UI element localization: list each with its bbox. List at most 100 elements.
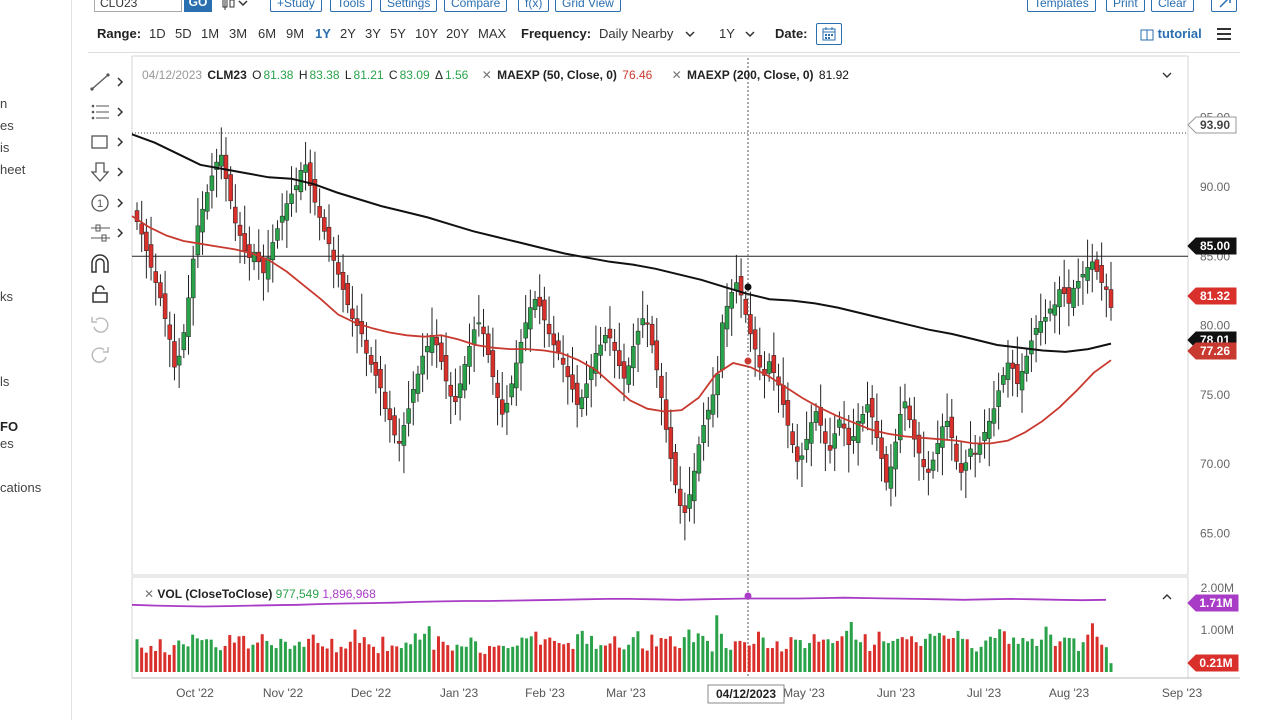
volume-bar[interactable] [297, 641, 301, 672]
candle[interactable] [734, 282, 739, 291]
candle[interactable] [944, 420, 950, 427]
clear-button[interactable]: Clear [1151, 0, 1194, 12]
candle[interactable] [996, 390, 1001, 407]
volume-bar[interactable] [650, 634, 654, 672]
volume-bar[interactable] [557, 643, 561, 672]
candle[interactable] [462, 364, 468, 391]
volume-bar[interactable] [399, 648, 403, 672]
volume-bar[interactable] [603, 645, 607, 672]
volume-bar[interactable] [293, 645, 297, 672]
volume-bar[interactable] [283, 641, 287, 672]
volume-bar[interactable] [251, 644, 255, 672]
volume-bar[interactable] [274, 648, 278, 672]
candle[interactable] [1108, 289, 1114, 308]
remove-volume-icon[interactable]: ✕ [144, 587, 155, 601]
volume-bar[interactable] [1044, 626, 1048, 672]
candle[interactable] [368, 355, 374, 365]
volume-bar[interactable] [687, 629, 691, 672]
volume-bar[interactable] [395, 646, 399, 672]
nav-item[interactable]: es [0, 118, 14, 133]
volume-bar[interactable] [794, 639, 798, 672]
volume-bar[interactable] [1072, 638, 1076, 672]
candle[interactable] [687, 494, 692, 509]
volume-bar[interactable] [140, 647, 144, 672]
candle[interactable] [598, 344, 603, 356]
volume-bar[interactable] [205, 639, 209, 672]
volume-bar[interactable] [163, 652, 167, 672]
volume-bar[interactable] [757, 631, 761, 672]
volume-bar[interactable] [868, 651, 872, 672]
volume-bar[interactable] [590, 635, 594, 672]
candle[interactable] [691, 470, 697, 502]
candle[interactable] [345, 283, 350, 306]
candle[interactable] [888, 466, 894, 489]
candle[interactable] [237, 224, 243, 236]
volume-bar[interactable] [729, 649, 733, 672]
candle[interactable] [954, 443, 959, 462]
templates-button[interactable]: Templates [1027, 0, 1096, 12]
volume-bar[interactable] [1049, 634, 1053, 672]
volume-bar[interactable] [344, 648, 348, 672]
candle[interactable] [677, 488, 683, 506]
candle[interactable] [336, 262, 341, 275]
candle[interactable] [1085, 267, 1090, 281]
candle[interactable] [471, 329, 477, 345]
candle[interactable] [584, 383, 589, 398]
candle[interactable] [392, 415, 397, 436]
period-select[interactable]: 1Y [719, 26, 735, 41]
volume-bar[interactable] [270, 645, 274, 672]
volume-bar[interactable] [265, 640, 269, 672]
volume-bar[interactable] [933, 635, 937, 672]
volume-bar[interactable] [1002, 631, 1006, 672]
candle[interactable] [523, 322, 528, 339]
candle[interactable] [640, 318, 645, 326]
candle[interactable] [448, 384, 453, 397]
candle[interactable] [659, 375, 664, 398]
rect-tool[interactable] [88, 130, 128, 154]
candle[interactable] [279, 215, 285, 223]
candle[interactable] [935, 443, 940, 455]
number-tool[interactable]: 1 [88, 191, 128, 215]
volume-bar[interactable] [511, 646, 515, 672]
candle[interactable] [190, 258, 196, 299]
undo-tool[interactable] [88, 312, 128, 336]
candle[interactable] [153, 271, 158, 283]
volume-bar[interactable] [209, 639, 213, 672]
candle[interactable] [134, 210, 140, 222]
volume-bar[interactable] [654, 646, 658, 672]
candle[interactable] [481, 326, 486, 335]
volume-bar[interactable] [993, 637, 997, 672]
candle[interactable] [476, 322, 482, 325]
candle[interactable] [546, 323, 552, 335]
candle[interactable] [223, 154, 229, 179]
lock-tool[interactable] [88, 282, 128, 306]
candle[interactable] [139, 223, 144, 235]
volume-bar[interactable] [896, 638, 900, 672]
candle[interactable] [1052, 304, 1058, 316]
candle[interactable] [406, 408, 411, 424]
volume-bar[interactable] [385, 651, 389, 672]
candle[interactable] [1094, 259, 1100, 272]
volume-bar[interactable] [715, 615, 719, 672]
volume-bar[interactable] [376, 653, 380, 672]
candle[interactable] [556, 340, 561, 353]
fx-button[interactable]: f(x) [518, 0, 550, 12]
volume-bar[interactable] [492, 646, 496, 672]
candle[interactable] [635, 330, 641, 345]
candle[interactable] [752, 329, 758, 350]
volume-bar[interactable] [228, 635, 232, 672]
volume-bar[interactable] [515, 645, 519, 672]
candle[interactable] [921, 459, 926, 468]
candle[interactable] [261, 257, 266, 274]
candle[interactable] [668, 427, 674, 459]
volume-bar[interactable] [1063, 637, 1067, 672]
candle[interactable] [617, 350, 622, 367]
candle[interactable] [214, 161, 219, 170]
candle[interactable] [242, 233, 247, 251]
volume-bar[interactable] [1081, 642, 1085, 672]
range-10y[interactable]: 10Y [415, 26, 439, 41]
candle[interactable] [1001, 375, 1006, 385]
volume-bar[interactable] [599, 645, 603, 672]
volume-bar[interactable] [1104, 647, 1108, 672]
candle[interactable] [1099, 265, 1104, 283]
